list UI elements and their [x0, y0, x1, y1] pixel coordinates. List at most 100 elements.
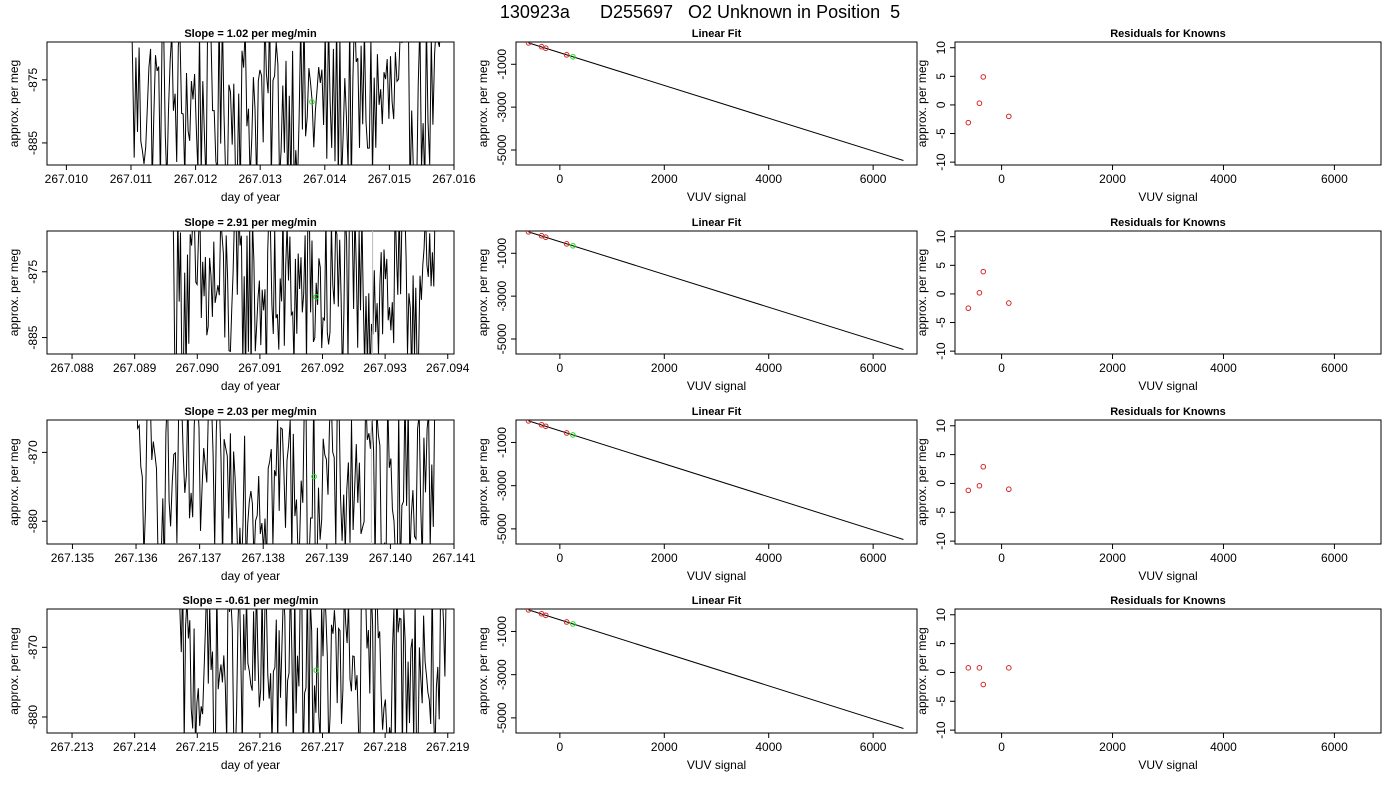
residual-point [965, 119, 972, 126]
plot-frame [515, 419, 918, 545]
y-tick-label: -1000 [495, 49, 509, 80]
x-tick-label: 267.010 [45, 172, 89, 186]
residual-point [1006, 113, 1012, 120]
plot-area [172, 231, 436, 354]
x-axis-label: VUV signal [687, 758, 746, 772]
x-tick-label: 267.140 [369, 551, 413, 565]
residual-point [980, 463, 987, 470]
unknown-mean-point [309, 99, 315, 105]
y-tick-label: 10 [934, 230, 948, 244]
y-tick-label: -5 [934, 696, 948, 707]
panel-title: Residuals for Knowns [1110, 217, 1226, 229]
x-tick-label: 2000 [651, 172, 678, 186]
x-tick-label: 4000 [755, 740, 782, 754]
x-tick-label: 2000 [651, 361, 678, 375]
residual-point [976, 482, 983, 489]
y-tick-label: -5 [934, 317, 948, 328]
plot-frame [954, 41, 1382, 166]
plot-area [525, 42, 904, 161]
unknown-point [570, 242, 576, 249]
plot-area [179, 609, 447, 733]
y-tick-label: -10 [934, 532, 948, 550]
x-tick-label: 267.088 [50, 361, 94, 375]
x-tick-label: 267.094 [426, 361, 470, 375]
x-tick-label: 267.216 [238, 740, 282, 754]
x-tick-label: 267.139 [305, 551, 349, 565]
unknown-mean-point [313, 293, 320, 300]
fit-line [528, 231, 904, 350]
x-tick-label: 267.215 [176, 740, 220, 754]
x-axis-label: VUV signal [1138, 758, 1197, 772]
y-tick-label: -870 [26, 635, 40, 659]
x-axis-label: day of year [221, 379, 280, 393]
panel-1-1: Slope = 1.02 per meg/min 267.010 267.011 26… [7, 28, 476, 204]
page-title: 130923a D255697 O2 Unknown in Position 5 [499, 2, 901, 22]
x-axis-label: day of year [221, 569, 280, 583]
plot-area [525, 420, 904, 540]
x-tick-label: 0 [998, 551, 1005, 565]
plot-area [131, 42, 441, 165]
residual-point [965, 305, 972, 312]
x-tick-label: 0 [998, 172, 1005, 186]
y-tick-label: -870 [26, 440, 40, 464]
fit-line [528, 420, 904, 540]
y-axis-label: approx. per meg [7, 60, 21, 147]
x-tick-label: 6000 [1321, 740, 1348, 754]
x-tick-label: 4000 [755, 361, 782, 375]
panel-1-3: Slope = 2.03 per meg/min 267.135 267.136 26… [7, 406, 476, 583]
y-tick-label: -10 [934, 153, 948, 171]
x-tick-label: 6000 [860, 740, 887, 754]
plot-frame [46, 419, 455, 545]
x-tick-label: 267.138 [242, 551, 286, 565]
panel-title: Linear Fit [692, 28, 742, 40]
y-tick-label: -5 [934, 128, 948, 139]
y-tick-label: -10 [934, 342, 948, 360]
x-tick-label: 267.135 [51, 551, 95, 565]
residual-point [1006, 300, 1012, 306]
x-tick-label: 267.012 [174, 172, 218, 186]
x-tick-label: 2000 [1099, 361, 1126, 375]
residual-point [980, 681, 987, 688]
y-tick-label: 0 [934, 669, 948, 676]
x-tick-label: 4000 [1210, 551, 1237, 565]
plot-area [525, 609, 904, 729]
plot-frame [46, 41, 455, 166]
x-tick-label: 267.091 [238, 361, 282, 375]
panel-title: Residuals for Knowns [1110, 595, 1226, 607]
y-tick-label: 5 [934, 640, 948, 647]
plot-frame [954, 608, 1382, 734]
plot-frame [954, 419, 1382, 545]
known-point [525, 42, 532, 46]
x-tick-label: 6000 [860, 361, 887, 375]
y-tick-label: 0 [934, 480, 948, 487]
y-tick-label: -5000 [495, 134, 509, 165]
panel-3-4: Residuals for Knowns 0 2000 4000 6000 10 5 0 -5 -… [915, 595, 1382, 772]
known-point [563, 241, 570, 247]
y-tick-label: -880 [26, 509, 40, 533]
y-axis-label: approx. per meg [7, 438, 21, 525]
panel-title: Linear Fit [692, 595, 742, 607]
y-tick-label: 0 [934, 101, 948, 108]
plot-area [965, 74, 1012, 126]
y-tick-label: -1000 [495, 238, 509, 269]
residual-point [1006, 665, 1012, 671]
y-tick-label: 10 [934, 419, 948, 433]
x-tick-label: 4000 [1210, 361, 1237, 375]
x-tick-label: 4000 [755, 172, 782, 186]
x-tick-label: 267.136 [114, 551, 158, 565]
known-point [563, 619, 570, 625]
x-tick-label: 267.219 [426, 740, 470, 754]
y-tick-label: -1000 [495, 427, 509, 458]
known-point [525, 420, 532, 424]
x-tick-label: 2000 [1099, 740, 1126, 754]
y-tick-label: -3000 [495, 659, 509, 690]
x-tick-label: 0 [557, 740, 564, 754]
x-axis-label: VUV signal [687, 379, 746, 393]
y-tick-label: -3000 [495, 91, 509, 122]
y-tick-label: -3000 [495, 470, 509, 501]
y-tick-label: -875 [26, 68, 40, 92]
panel-title: Residuals for Knowns [1110, 406, 1226, 418]
y-axis-label: approx. per meg [476, 627, 490, 714]
x-tick-label: 0 [557, 172, 564, 186]
plot-area [965, 268, 1012, 312]
